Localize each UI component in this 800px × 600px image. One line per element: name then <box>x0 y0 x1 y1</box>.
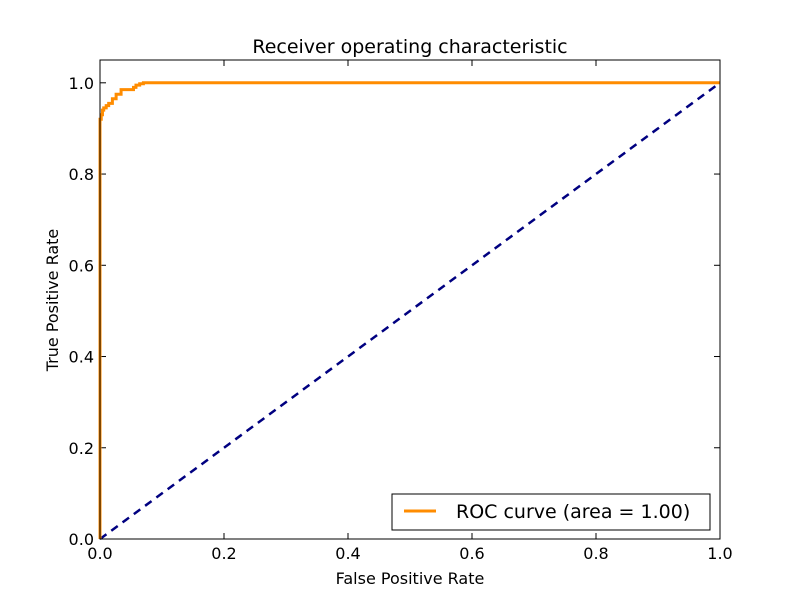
x-axis-label: False Positive Rate <box>336 569 485 588</box>
x-tick-label: 0.4 <box>335 544 360 563</box>
tick-labels: 0.0 0.2 0.4 0.6 0.8 1.0 0.0 0.2 0.4 0.6 … <box>69 74 733 563</box>
y-tick-label: 0.6 <box>69 256 94 275</box>
y-tick-label: 0.4 <box>69 348 94 367</box>
y-tick-label: 1.0 <box>69 74 94 93</box>
series-layer <box>98 81 721 541</box>
y-tick-label: 0.2 <box>69 439 94 458</box>
roc-curve-line <box>98 81 720 539</box>
y-tick-label: 0.0 <box>69 530 94 549</box>
chance-diagonal-line <box>99 81 721 541</box>
x-tick-label: 0.0 <box>87 544 112 563</box>
x-tick-label: 0.8 <box>583 544 608 563</box>
x-tick-label: 0.6 <box>459 544 484 563</box>
y-tick-label: 0.8 <box>69 165 94 184</box>
x-tick-label: 1.0 <box>707 544 732 563</box>
legend-box <box>391 493 711 531</box>
legend-label: ROC curve (area = 1.00) <box>456 501 690 523</box>
chart-title: Receiver operating characteristic <box>252 36 567 58</box>
legend: ROC curve (area = 1.00) <box>391 493 711 531</box>
x-tick-label: 0.2 <box>211 544 236 563</box>
y-axis-label: True Positive Rate <box>43 229 62 373</box>
tick-marks <box>99 60 721 540</box>
plot-frame <box>99 59 721 540</box>
